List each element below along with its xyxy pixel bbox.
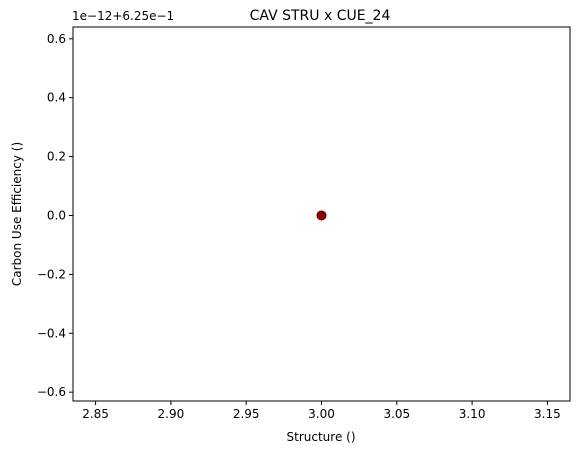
x-tick-label: 2.85: [82, 407, 109, 421]
x-tick-label: 2.90: [158, 407, 185, 421]
scatter-point: [316, 210, 327, 221]
y-tick-label: −0.2: [37, 267, 66, 281]
y-axis-offset-text: 1e−12+6.25e−1: [72, 9, 174, 23]
x-axis-label: Structure (): [287, 430, 356, 444]
y-axis-ticks: −0.6 −0.4 −0.2 0.0 0.2 0.4 0.6: [37, 32, 73, 399]
y-tick-label: −0.6: [37, 385, 66, 399]
scatter-points: [316, 210, 327, 221]
y-tick-label: −0.4: [37, 326, 66, 340]
x-tick-label: 2.95: [233, 407, 260, 421]
x-tick-label: 3.05: [383, 407, 410, 421]
plot-area-frame: [72, 26, 571, 402]
y-tick-label: 0.0: [47, 208, 66, 222]
x-tick-label: 3.10: [459, 407, 486, 421]
y-tick-label: 0.4: [47, 91, 66, 105]
x-tick-label: 3.15: [534, 407, 561, 421]
y-axis-label: Carbon Use Efficiency (): [10, 142, 24, 286]
x-tick-label: 3.00: [308, 407, 335, 421]
x-axis-ticks: 2.85 2.90 2.95 3.00 3.05 3.10 3.15: [82, 401, 561, 421]
y-tick-label: 0.6: [47, 32, 66, 46]
chart-title: CAV STRU x CUE_24: [250, 8, 391, 24]
y-tick-label: 0.2: [47, 150, 66, 164]
